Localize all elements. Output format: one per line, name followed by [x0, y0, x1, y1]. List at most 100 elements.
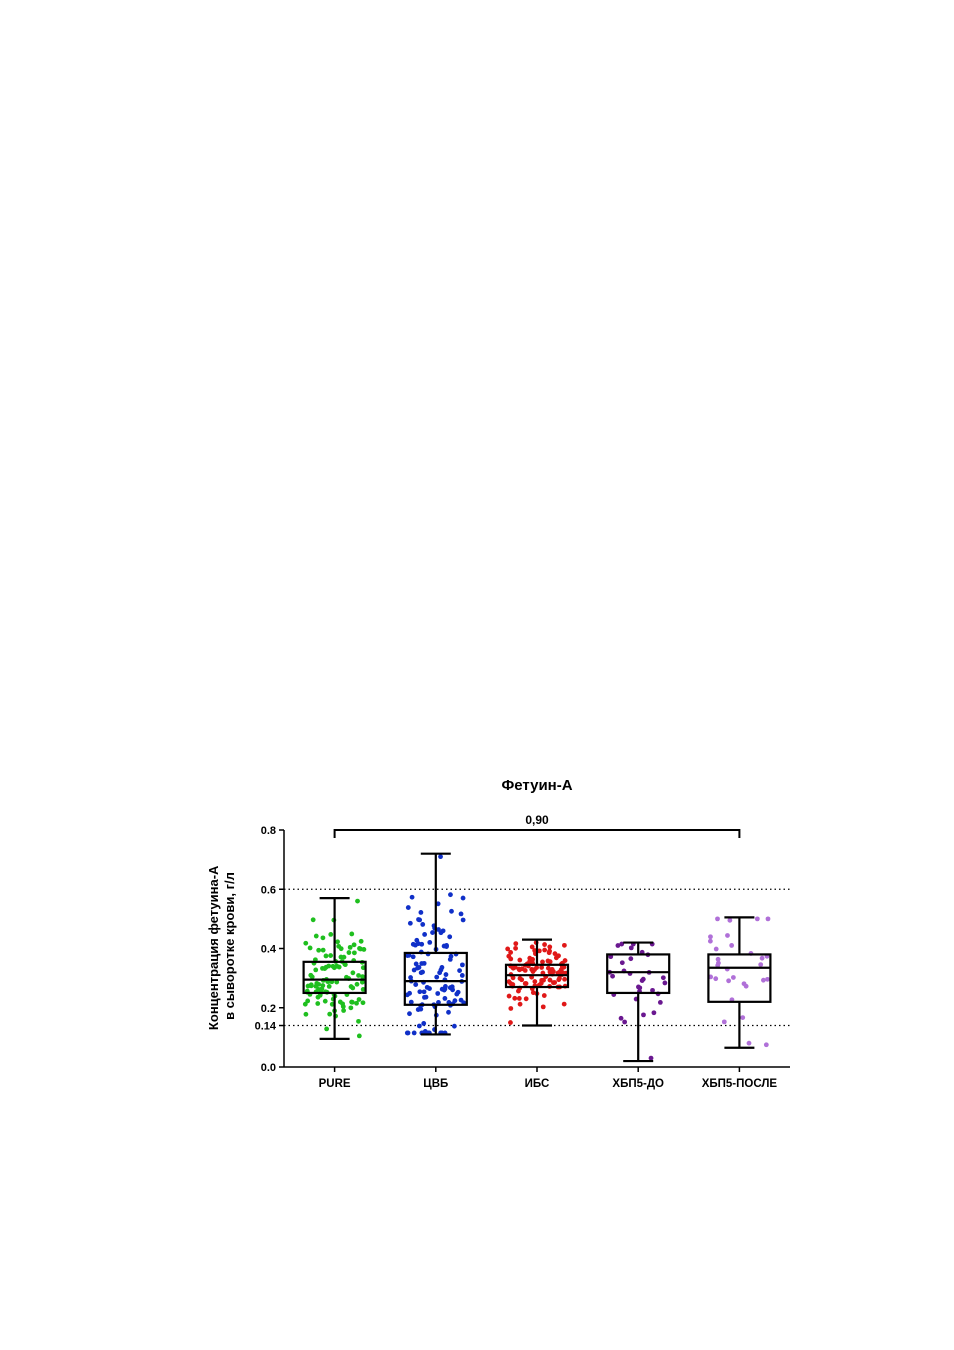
data-point [411, 1030, 417, 1036]
data-point [765, 976, 770, 982]
data-point [354, 1000, 359, 1006]
data-point [527, 955, 533, 961]
data-point [628, 956, 634, 962]
data-point [553, 955, 559, 961]
y-axis-label-line-1: Концентрация фетуина-А [206, 865, 221, 1030]
data-point [662, 980, 668, 986]
data-point [346, 950, 352, 955]
data-point [562, 942, 567, 948]
y-tick-label: 0.2 [261, 1003, 276, 1015]
data-point [715, 963, 721, 968]
data-point [435, 901, 441, 907]
data-point [305, 983, 311, 989]
data-point [713, 976, 719, 982]
data-point [754, 916, 760, 922]
data-point [413, 961, 419, 967]
data-point [610, 973, 615, 979]
data-point [650, 987, 655, 993]
data-point [561, 1001, 567, 1007]
data-point [730, 975, 736, 980]
data-point [407, 1011, 412, 1017]
data-point [356, 1018, 361, 1024]
data-point [550, 969, 556, 975]
data-point [721, 1019, 727, 1025]
data-point [726, 978, 732, 984]
data-point [540, 1004, 546, 1010]
data-point [541, 993, 547, 998]
data-point [619, 941, 625, 947]
data-point [351, 950, 357, 956]
data-point [411, 967, 417, 973]
x-tick-label: ХБП5-ДО [612, 1078, 664, 1090]
data-point [715, 956, 721, 962]
data-point [424, 984, 430, 990]
x-tick-label: PURE [319, 1078, 351, 1090]
box-group-ХБП5-ПОСЛЕ [707, 916, 772, 1049]
data-point [460, 962, 465, 968]
data-point [418, 1006, 424, 1012]
data-point [725, 933, 730, 938]
data-point [615, 943, 621, 948]
y-tick-label: 0.4 [261, 944, 277, 956]
data-point [416, 1023, 422, 1029]
significance-annotations: 0,90 [333, 813, 741, 838]
data-point [707, 938, 713, 944]
data-point [715, 916, 720, 922]
data-point [418, 910, 424, 915]
data-point [442, 996, 448, 1001]
data-point [348, 1005, 354, 1011]
data-point [323, 953, 329, 959]
data-point [452, 998, 458, 1004]
data-point [356, 973, 361, 978]
data-point [410, 941, 416, 947]
data-point [342, 962, 348, 968]
data-point [505, 946, 511, 952]
data-point [408, 999, 414, 1005]
data-point [459, 973, 465, 978]
data-point [436, 1000, 441, 1005]
data-point [310, 917, 316, 923]
data-point [529, 944, 535, 950]
data-point [636, 984, 641, 990]
data-point [334, 963, 340, 969]
data-point [327, 1011, 333, 1017]
box-groups [302, 852, 772, 1063]
data-point [443, 984, 448, 989]
data-point [444, 944, 449, 949]
data-point [423, 994, 429, 1000]
data-point [448, 892, 453, 898]
data-point [438, 930, 444, 936]
data-point [457, 968, 462, 974]
data-point [541, 977, 546, 983]
data-point [334, 979, 340, 985]
data-point [740, 1015, 746, 1021]
data-point [443, 972, 449, 977]
data-point [422, 932, 428, 937]
data-point [322, 966, 328, 971]
data-point [336, 943, 342, 949]
data-point [341, 954, 347, 960]
data-point [542, 947, 548, 953]
data-point [438, 854, 443, 860]
data-point [419, 941, 425, 947]
data-point [530, 969, 536, 974]
data-point [523, 996, 529, 1002]
data-point [326, 984, 332, 989]
data-point [448, 953, 454, 959]
data-point [359, 979, 365, 985]
iqr-box [403, 951, 468, 1006]
data-point [326, 963, 332, 969]
y-tick-label: 0.14 [255, 1021, 277, 1033]
data-point [746, 1040, 752, 1046]
data-point [348, 984, 354, 989]
data-point [430, 930, 435, 935]
data-point [540, 959, 545, 965]
data-point [328, 931, 334, 937]
data-point [349, 999, 355, 1005]
data-point [355, 898, 360, 904]
data-point [303, 940, 309, 946]
data-point [447, 934, 453, 940]
data-point [552, 951, 558, 957]
data-point [319, 986, 325, 992]
data-point [419, 961, 425, 966]
